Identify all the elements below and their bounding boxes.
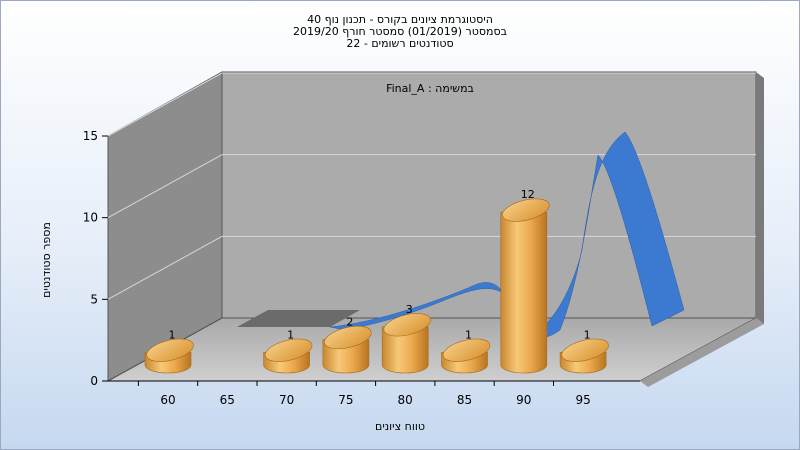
bar-value-label: 12 xyxy=(521,188,535,201)
bar-60: 1 xyxy=(144,328,194,374)
bar-top xyxy=(442,338,491,362)
bar-75: 2 xyxy=(322,316,372,374)
gridlines xyxy=(107,72,756,300)
bar-top xyxy=(383,313,431,337)
y-tick-label: 10 xyxy=(83,211,98,225)
chart-title-line-2: בסמסטר (01/2019) סמסטר חורף 2019/20 xyxy=(293,25,507,38)
gridline-side xyxy=(107,154,223,219)
bar-70: 1 xyxy=(263,328,313,374)
x-tick-label: 60 xyxy=(160,393,175,407)
chart-subtitle: במשימה : Final_A xyxy=(386,82,474,95)
gridline-side xyxy=(107,72,223,137)
x-tick-label: 75 xyxy=(338,393,353,407)
bar-body xyxy=(500,211,548,374)
y-tick-label: 0 xyxy=(90,374,98,388)
x-tick-label: 90 xyxy=(516,393,531,407)
x-axis-title: טווח ציונים xyxy=(375,420,425,433)
x-tick-label: 70 xyxy=(279,393,294,407)
wall-edge xyxy=(756,72,764,324)
x-tick-label: 95 xyxy=(575,393,590,407)
bar-value-label: 1 xyxy=(169,328,176,341)
bar-top xyxy=(502,198,550,222)
bar-top xyxy=(324,325,372,350)
bar-value-label: 3 xyxy=(406,303,413,316)
x-tick-label: 80 xyxy=(398,393,413,407)
curve-ribbon-flat xyxy=(237,310,360,327)
bar-value-label: 1 xyxy=(584,328,591,341)
y-axis-title: מספר סטודנטים xyxy=(40,222,53,298)
gridline-side xyxy=(107,235,223,300)
bar-85: 1 xyxy=(441,328,491,374)
bar-top xyxy=(561,338,609,362)
y-tick-label: 5 xyxy=(90,292,98,306)
bar-value-label: 2 xyxy=(346,316,353,329)
bar-value-label: 1 xyxy=(287,328,294,341)
y-axis: 0 5 10 15 xyxy=(83,129,108,388)
x-tick-label: 85 xyxy=(457,393,472,407)
bar-90: 12 xyxy=(500,188,550,374)
bar-80: 3 xyxy=(381,303,431,374)
bar-top xyxy=(264,338,313,362)
x-tick-label: 65 xyxy=(220,393,235,407)
bar-value-label: 1 xyxy=(465,328,472,341)
floor-edge xyxy=(640,318,764,387)
y-tick-label: 15 xyxy=(83,129,98,143)
chart-title-line-3: סטודנטים רשומים - 22 xyxy=(346,37,454,50)
bar-top xyxy=(146,338,194,362)
chart-title-line-1: היסטוגרמת ציונים בקורס - תכנון נוף 40 xyxy=(307,13,493,26)
bar-95: 1 xyxy=(559,328,609,374)
bar-body xyxy=(381,326,429,374)
x-axis: 60 65 70 75 80 85 90 95 xyxy=(108,380,640,407)
